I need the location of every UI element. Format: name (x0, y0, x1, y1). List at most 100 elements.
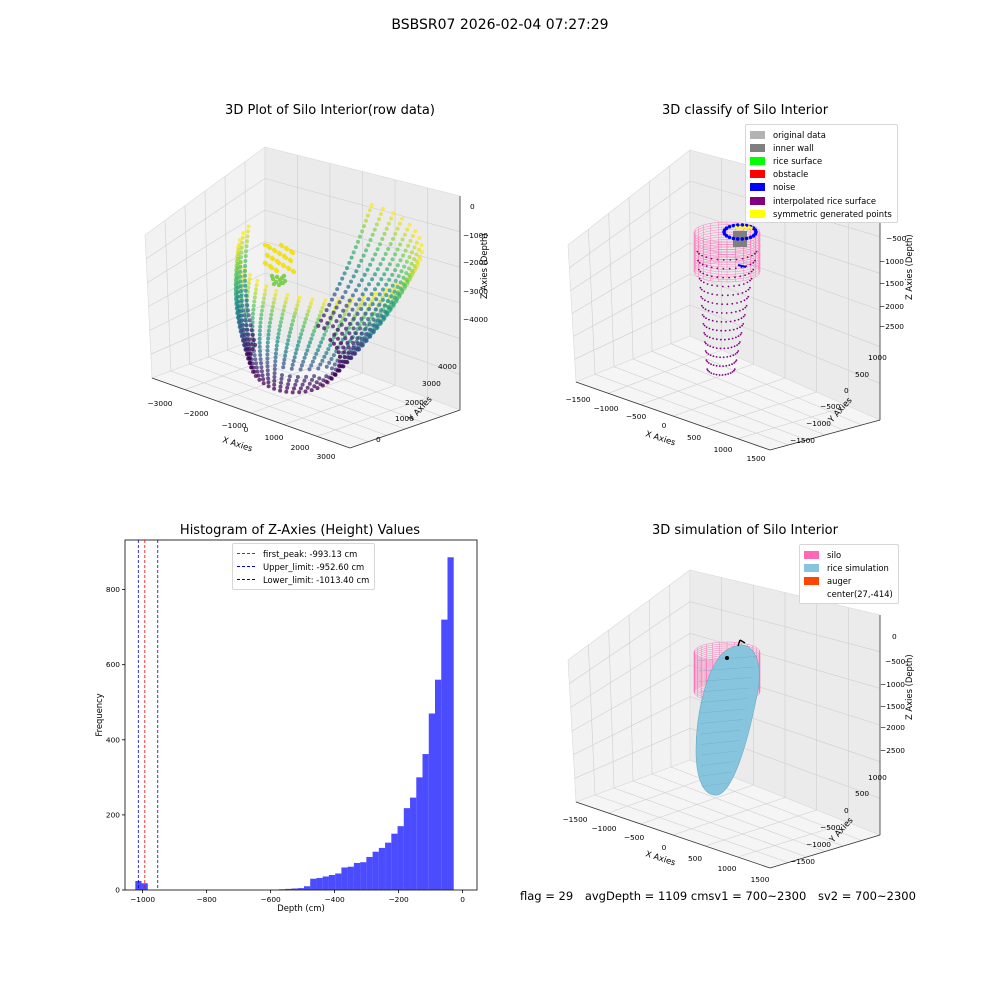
raw-scatter-point (367, 327, 372, 332)
interpolated-point (730, 311, 733, 314)
raw-scatter-point (318, 382, 323, 387)
raw-scatter-point (322, 326, 327, 331)
raw-scatter-point (369, 331, 374, 336)
grid-line (570, 633, 691, 708)
raw-scatter-point (321, 378, 326, 383)
raw-scatter-point (402, 277, 407, 282)
raw-scatter-point (278, 384, 283, 389)
interpolated-point (705, 265, 708, 267)
interpolated-point (711, 310, 714, 313)
raw-scatter-point (362, 224, 366, 229)
interpolated-point (749, 263, 752, 266)
raw-scatter-point (331, 353, 336, 358)
histogram-bar (441, 619, 448, 890)
interpolated-point (732, 294, 735, 296)
raw-scatter-point (383, 310, 388, 315)
interpolated-point (749, 279, 751, 282)
raw-scatter-point (403, 248, 408, 253)
raw-scatter-point (314, 351, 319, 356)
noise-point (740, 223, 745, 227)
raw-scatter-point (376, 282, 381, 287)
raw-scatter-point (302, 355, 307, 360)
raw-scatter-point (339, 364, 344, 369)
interpolated-point (711, 302, 714, 304)
raw-scatter-point (240, 322, 245, 327)
raw-scatter-point (312, 384, 317, 389)
grid-line (672, 797, 786, 836)
noise-point (727, 235, 732, 240)
raw-scatter-point (343, 317, 348, 322)
grid-line (737, 822, 849, 858)
interpolated-point (708, 336, 711, 339)
raw-scatter-point (302, 378, 307, 383)
raw-scatter-point (293, 311, 298, 316)
raw-scatter-point (381, 307, 386, 312)
raw-scatter-point (334, 319, 339, 324)
raw-z-tick: −4000 (463, 315, 488, 324)
interpolated-point (742, 283, 745, 285)
raw-scatter-point (233, 288, 238, 293)
interpolated-point (708, 318, 710, 321)
raw-scatter-point (335, 327, 340, 332)
raw-scatter-point (369, 292, 374, 297)
interpolated-point (739, 333, 742, 336)
raw-scatter-point (259, 369, 264, 374)
raw-scatter-point (380, 295, 385, 300)
interpolated-point (702, 281, 705, 284)
grid-line (571, 242, 691, 314)
histogram-bar (353, 862, 361, 890)
interpolated-point (706, 335, 708, 337)
raw-scatter-point (344, 303, 349, 308)
raw-scatter-point (402, 286, 407, 291)
interpolated-point (724, 373, 727, 376)
interpolated-point (750, 277, 753, 280)
raw-scatter-point (259, 312, 264, 317)
raw-scatter-point (362, 302, 367, 306)
raw-scatter-point (385, 310, 390, 315)
raw-scatter-point (241, 338, 246, 343)
interpolated-point (742, 308, 744, 311)
raw-scatter-point (331, 309, 336, 314)
raw-scatter-point (316, 323, 321, 328)
grid-line (689, 664, 881, 726)
raw-scatter-point (275, 339, 280, 344)
grid-line (164, 220, 172, 372)
raw-scatter-point (407, 255, 412, 260)
histogram-bar (366, 856, 373, 890)
rice-simulation-mesh (701, 771, 733, 777)
simulation-y-tick: 500 (855, 789, 869, 798)
raw-scatter-point (239, 300, 244, 305)
raw-scatter-point (351, 340, 356, 345)
histogram-bar (335, 873, 342, 890)
interpolated-point (720, 329, 722, 332)
raw-scatter-point (268, 316, 273, 321)
raw-scatter-point (323, 298, 328, 303)
raw-scatter-point (393, 231, 398, 236)
grid-line (689, 696, 881, 762)
raw-scatter-point (309, 301, 313, 306)
raw-scatter-point (324, 308, 329, 313)
classify-x-tick: −1000 (593, 404, 618, 413)
raw-scatter-point (241, 338, 245, 343)
interpolated-point (703, 315, 705, 318)
raw-scatter-point (320, 306, 325, 310)
grid-line (670, 766, 862, 841)
raw-scatter-point (282, 304, 287, 309)
raw-scatter-point (378, 319, 383, 324)
raw-scatter-point (371, 329, 376, 334)
raw-scatter-point (242, 266, 247, 271)
raw-scatter-point (375, 318, 380, 323)
raw-scatter-point (298, 335, 303, 340)
interpolated-point (747, 288, 750, 291)
raw-scatter-point (286, 382, 291, 387)
raw-scatter-point (292, 355, 297, 360)
raw-scatter-point (310, 332, 315, 337)
interpolated-point (716, 258, 719, 261)
raw-scatter-point (283, 349, 288, 354)
raw-scatter-point (234, 296, 239, 301)
grid-line (250, 372, 363, 414)
raw-scatter-point (404, 277, 409, 282)
interpolated-point (698, 277, 701, 280)
raw-scatter-point (240, 240, 245, 245)
raw-scatter-point (244, 323, 249, 328)
